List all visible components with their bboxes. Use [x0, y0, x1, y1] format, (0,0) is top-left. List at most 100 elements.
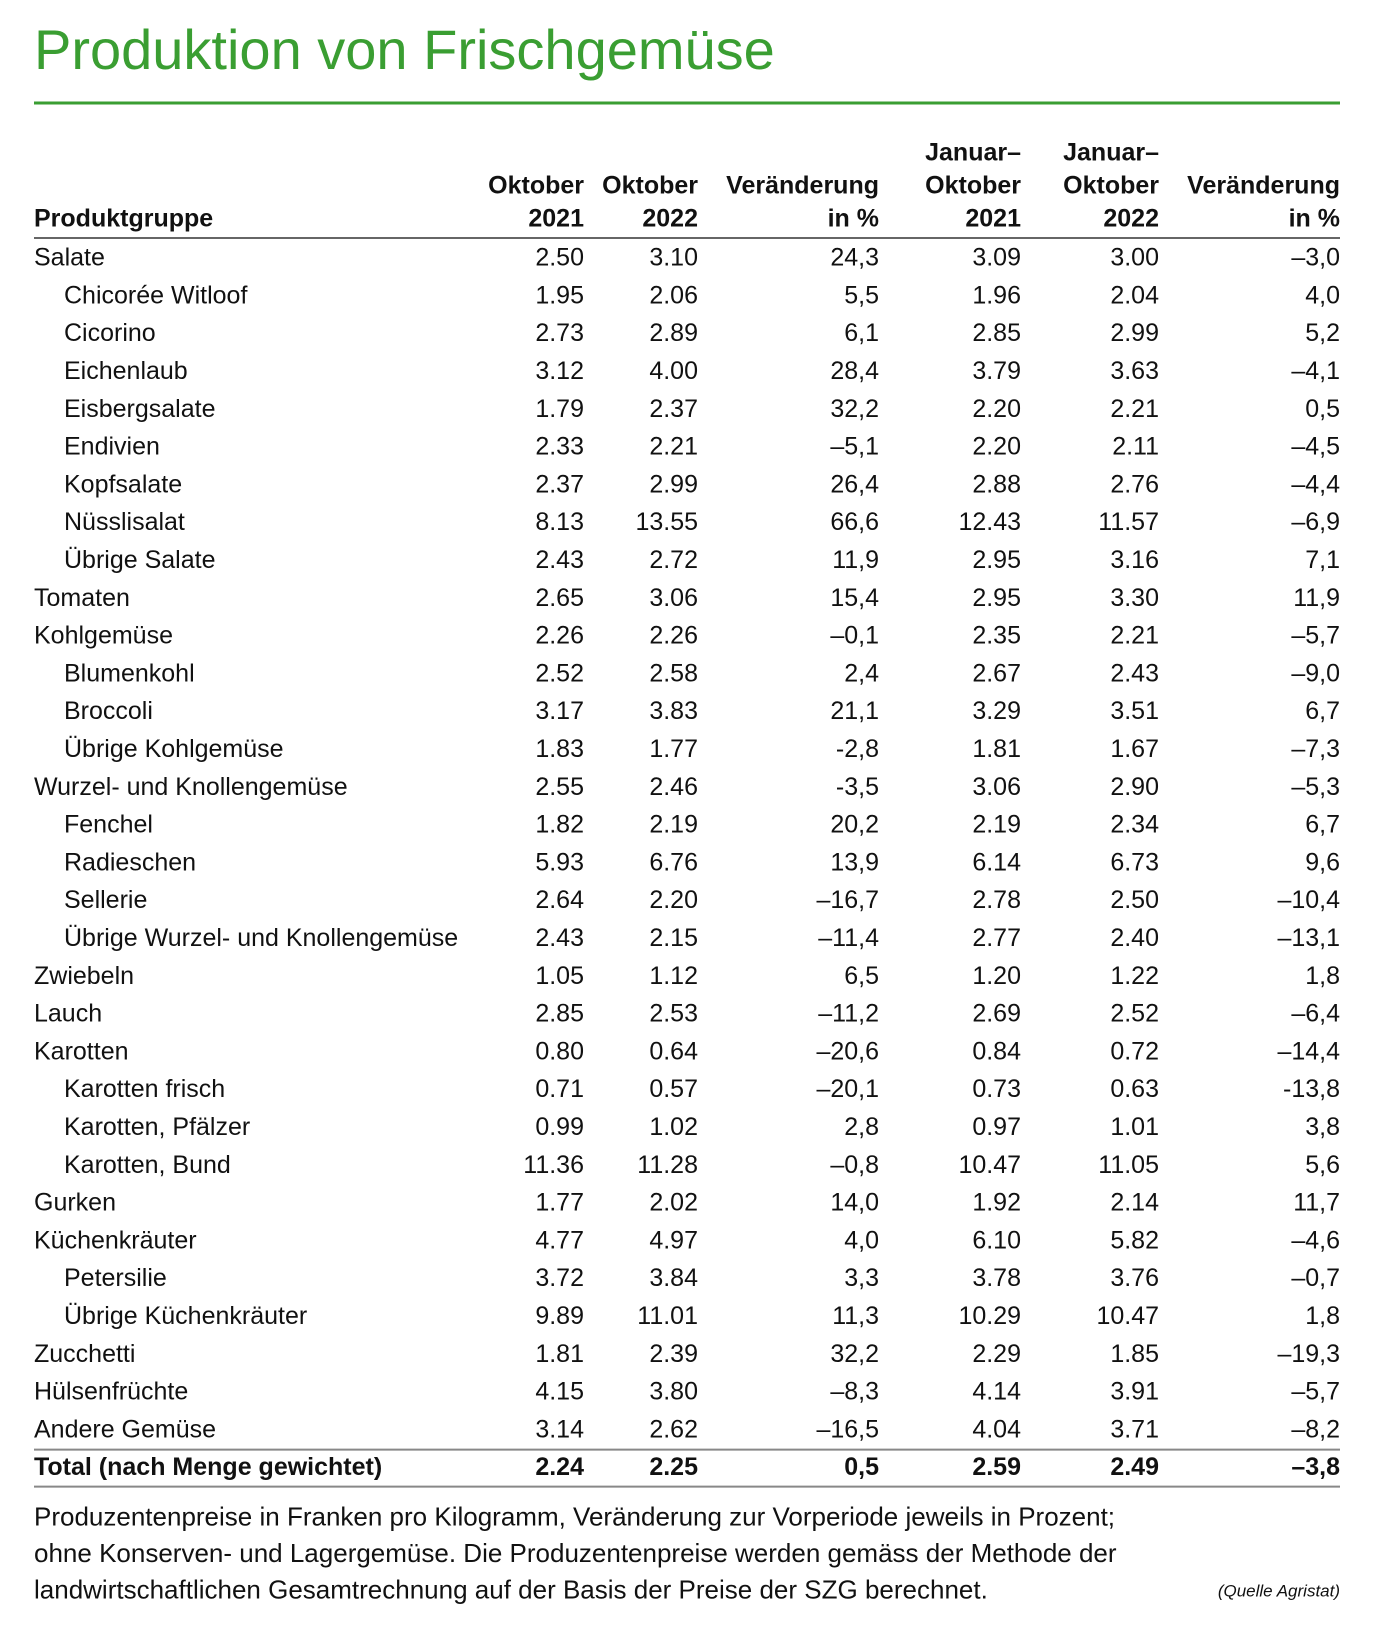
cell: 1.22 — [1110, 962, 1159, 990]
cell: 1.01 — [1110, 1113, 1159, 1141]
cell: 2.37 — [535, 470, 584, 498]
cell: –9,0 — [1291, 659, 1340, 687]
cell: 11.57 — [1098, 508, 1159, 536]
cell: 20,2 — [830, 811, 879, 839]
cell: –7,3 — [1291, 735, 1340, 763]
cell: 2.35 — [972, 622, 1021, 650]
cell: 2.26 — [535, 622, 584, 650]
cell: 2,8 — [844, 1113, 879, 1141]
cell: –4,4 — [1291, 470, 1340, 498]
row-label: Zucchetti — [34, 1340, 135, 1368]
cell: 5.82 — [1110, 1226, 1159, 1254]
cell: 0.84 — [972, 1037, 1021, 1065]
cell: 13,9 — [830, 848, 879, 876]
cell: 3.09 — [972, 244, 1021, 272]
cell: 3.10 — [649, 244, 698, 272]
cell: 2.21 — [1110, 395, 1159, 423]
cell: –4,1 — [1291, 357, 1340, 385]
cell: 4.15 — [535, 1378, 584, 1406]
cell: 11,9 — [832, 546, 879, 574]
cell: -2,8 — [836, 735, 879, 763]
cell: 1.95 — [535, 281, 584, 309]
cell: 3.79 — [972, 357, 1021, 385]
header-cell: in % — [828, 205, 879, 233]
cell: –20,1 — [816, 1075, 879, 1103]
cell: 1.83 — [535, 735, 584, 763]
row-label: Karotten — [34, 1037, 129, 1065]
cell: 12.43 — [958, 508, 1021, 536]
cell: 5.93 — [535, 848, 584, 876]
cell: 9.89 — [535, 1302, 584, 1330]
cell: 2.76 — [1110, 470, 1159, 498]
cell: 0.99 — [535, 1113, 584, 1141]
cell: 1.85 — [1110, 1340, 1159, 1368]
cell: 2.50 — [535, 244, 584, 272]
row-label: Broccoli — [64, 697, 153, 725]
cell: 8.13 — [535, 508, 584, 536]
row-label: Eisbergsalate — [64, 395, 215, 423]
cell: –14,4 — [1277, 1037, 1340, 1065]
cell: 5,6 — [1305, 1151, 1340, 1179]
cell: –5,7 — [1291, 622, 1340, 650]
cell: 3.80 — [649, 1378, 698, 1406]
cell: 6,1 — [844, 319, 879, 347]
cell: 10.47 — [958, 1151, 1021, 1179]
row-label: Sellerie — [64, 886, 147, 914]
row-label: Petersilie — [64, 1264, 167, 1292]
title: Produktion von Frischgemüse — [34, 18, 775, 81]
row-label: Salate — [34, 244, 105, 272]
cell: 2.46 — [649, 773, 698, 801]
cell: 2.21 — [1110, 622, 1159, 650]
row-label: Zwiebeln — [34, 962, 134, 990]
cell: 2.06 — [649, 281, 698, 309]
cell: 3.06 — [972, 773, 1021, 801]
cell: –8,2 — [1291, 1415, 1340, 1443]
cell: 1.77 — [649, 735, 698, 763]
cell: 1.05 — [535, 962, 584, 990]
cell: 11,9 — [1293, 584, 1340, 612]
cell: 3.78 — [972, 1264, 1021, 1292]
cell: 11.36 — [523, 1151, 584, 1179]
cell: 1.81 — [535, 1340, 584, 1368]
cell: 3.06 — [649, 584, 698, 612]
header-cell: Januar– — [925, 139, 1021, 167]
cell: 4.04 — [972, 1415, 1021, 1443]
row-label: Nüsslisalat — [64, 508, 185, 536]
cell: 6.73 — [1110, 848, 1159, 876]
cell: 0.63 — [1110, 1075, 1159, 1103]
cell: 2.69 — [972, 1000, 1021, 1028]
cell: 0,5 — [844, 1453, 879, 1481]
row-label: Karotten frisch — [64, 1075, 225, 1103]
cell: 2.49 — [1110, 1453, 1159, 1481]
cell: 6,7 — [1305, 811, 1340, 839]
cell: 7,1 — [1305, 546, 1340, 574]
cell: 1,8 — [1305, 962, 1340, 990]
cell: 0,5 — [1305, 395, 1340, 423]
cell: 2.21 — [649, 433, 698, 461]
cell: 24,3 — [830, 244, 879, 272]
cell: 2.34 — [1110, 811, 1159, 839]
cell: –3,0 — [1291, 244, 1340, 272]
cell: –0,1 — [830, 622, 879, 650]
row-label: Karotten, Pfälzer — [64, 1113, 250, 1141]
cell: –16,7 — [816, 886, 879, 914]
source: (Quelle Agristat) — [1218, 1581, 1340, 1600]
cell: –19,3 — [1277, 1340, 1340, 1368]
cell: 2.64 — [535, 886, 584, 914]
row-label: Andere Gemüse — [34, 1415, 216, 1443]
footnote-line: ohne Konserven- und Lagergemüse. Die Pro… — [34, 1538, 1117, 1568]
cell: 2.55 — [535, 773, 584, 801]
header-cell: Veränderung — [1187, 172, 1340, 200]
cell: 13.55 — [635, 508, 698, 536]
row-label: Endivien — [64, 433, 160, 461]
cell: 6.76 — [649, 848, 698, 876]
cell: 1.82 — [535, 811, 584, 839]
row-label: Gurken — [34, 1189, 116, 1217]
footnote-line: Produzentenpreise in Franken pro Kilogra… — [34, 1501, 1115, 1531]
cell: 3.14 — [535, 1415, 584, 1443]
cell: 66,6 — [830, 508, 879, 536]
cell: –16,5 — [816, 1415, 879, 1443]
cell: 3,3 — [844, 1264, 879, 1292]
cell: 2.65 — [535, 584, 584, 612]
